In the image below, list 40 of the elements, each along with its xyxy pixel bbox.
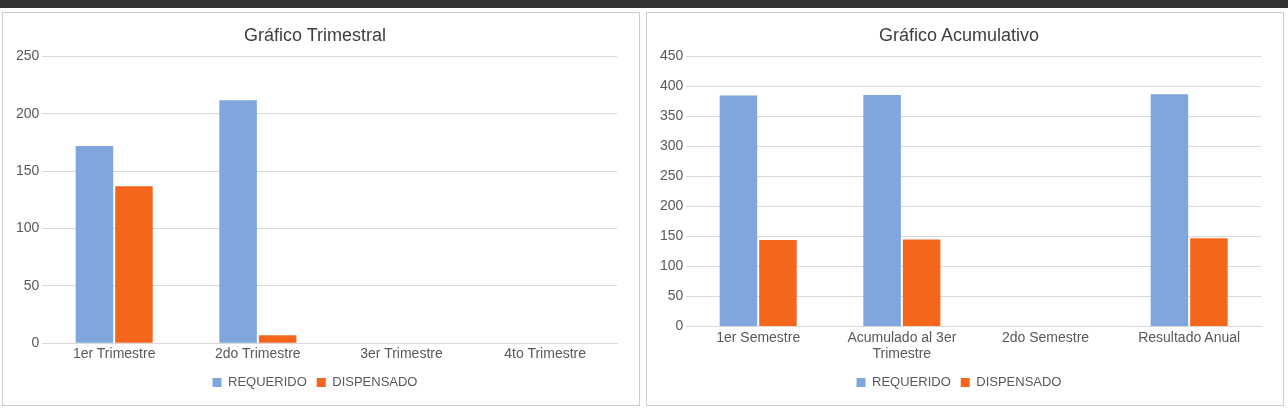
y-tick-label: 200 <box>660 197 684 214</box>
x-tick-label: 2do Trimestre <box>215 345 301 362</box>
y-tick-label: 300 <box>660 137 684 154</box>
y-tick-label: 250 <box>16 47 40 64</box>
legend-label: REQUERIDO <box>228 374 307 390</box>
x-tick-label: Acumulado al 3er Trimestre <box>847 328 957 362</box>
chart-title: Gráfico Trimestral <box>243 24 387 45</box>
y-tick-label: 100 <box>660 257 684 274</box>
x-tick-label: Resultado Anual <box>1138 328 1241 345</box>
bar <box>902 239 941 326</box>
y-tick-label: 0 <box>675 317 684 334</box>
bar <box>1190 238 1228 326</box>
y-tick-label: 50 <box>23 276 40 293</box>
bar <box>219 100 257 343</box>
bar <box>115 186 153 343</box>
bar <box>258 335 297 343</box>
x-tick-label: 3er Trimestre <box>360 345 443 362</box>
legend-label: REQUERIDO <box>872 374 951 390</box>
bar <box>719 95 758 326</box>
legend-label: DISPENSADO <box>332 374 418 390</box>
y-tick-label: 200 <box>16 104 40 121</box>
legend-label: DISPENSADO <box>976 374 1062 390</box>
bar <box>1150 94 1189 326</box>
bar <box>759 240 797 326</box>
y-tick-label: 250 <box>660 167 684 184</box>
y-tick-label: 450 <box>660 47 684 64</box>
x-tick-label: 1er Semestre <box>716 328 801 345</box>
y-tick-label: 150 <box>16 162 40 179</box>
x-tick-label: 4to Trimestre <box>504 345 587 362</box>
bar <box>863 94 901 326</box>
y-tick-label: 100 <box>16 219 40 236</box>
chart-title: Gráfico Acumulativo <box>878 24 1040 45</box>
y-tick-label: 350 <box>660 107 684 124</box>
y-tick-label: 150 <box>660 227 684 244</box>
y-tick-label: 50 <box>667 287 684 304</box>
x-tick-label: 1er Trimestre <box>72 345 156 362</box>
x-tick-label: 2do Semestre <box>1001 328 1090 345</box>
y-tick-label: 400 <box>660 77 684 94</box>
y-tick-label: 0 <box>31 334 40 351</box>
bar <box>75 146 114 343</box>
